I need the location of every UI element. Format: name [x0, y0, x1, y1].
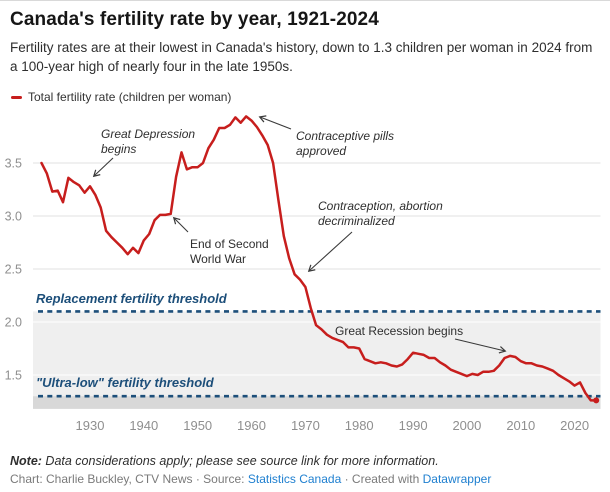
page-title: Canada's fertility rate by year, 1921-20…: [10, 9, 379, 30]
fertility-rate-line: [40, 115, 598, 402]
footer-note: Note: Data considerations apply; please …: [10, 454, 602, 468]
y-tick-label: 2.0: [5, 316, 22, 330]
note-label: Note:: [10, 454, 42, 468]
arrow-great-recession: [454, 338, 507, 354]
annotation-decriminalized: Contraception, abortion decriminalized: [318, 199, 443, 228]
attribution-middle: · Created with: [341, 472, 423, 486]
arrow-decriminalized: [307, 231, 353, 273]
x-tick-label: 2000: [452, 418, 481, 433]
x-tick-label: 1940: [129, 418, 158, 433]
x-tick-label: 1970: [291, 418, 320, 433]
y-tick-label: 3.5: [5, 157, 22, 171]
x-tick-label: 2020: [560, 418, 589, 433]
attribution-prefix: Chart: Charlie Buckley, CTV News · Sourc…: [10, 472, 248, 486]
x-tick-label: 1950: [183, 418, 212, 433]
legend-label: Total fertility rate (children per woman…: [28, 90, 232, 104]
x-tick-label: 1990: [399, 418, 428, 433]
annotation-great-recession: Great Recession begins: [335, 324, 464, 338]
x-tick-label: 1980: [345, 418, 374, 433]
x-tick-label: 2010: [506, 418, 535, 433]
chart-subtitle: Fertility rates are at their lowest in C…: [10, 40, 593, 75]
arrow-end-ww2: [172, 216, 189, 233]
x-tick-label: 1960: [237, 418, 266, 433]
y-tick-label: 1.5: [5, 369, 22, 383]
arrow-great-depression: [92, 157, 114, 178]
legend-line-swatch: [11, 95, 22, 99]
x-tick-label: 1930: [76, 418, 105, 433]
annotation-great-depression: Great Depression begins: [101, 127, 196, 156]
attribution: Chart: Charlie Buckley, CTV News · Sourc…: [10, 472, 602, 486]
ultra-low-threshold-label: "Ultra-low" fertility threshold: [36, 375, 214, 390]
replacement-threshold-label: Replacement fertility threshold: [36, 291, 227, 306]
legend: Total fertility rate (children per woman…: [11, 90, 231, 104]
y-tick-label: 3.0: [5, 210, 22, 224]
note-text: Data considerations apply; please see so…: [41, 454, 439, 468]
annotation-end-of-ww2: End of Second World War: [190, 237, 269, 266]
datawrapper-link[interactable]: Datawrapper: [422, 472, 492, 486]
annotation-contraceptive-pills: Contraceptive pills approved: [296, 129, 395, 158]
y-tick-label: 2.5: [5, 263, 22, 277]
arrow-pills: [258, 115, 292, 130]
line-endpoint-dot: [593, 397, 600, 404]
source-link[interactable]: Statistics Canada: [247, 472, 342, 486]
band-1: [33, 396, 601, 409]
